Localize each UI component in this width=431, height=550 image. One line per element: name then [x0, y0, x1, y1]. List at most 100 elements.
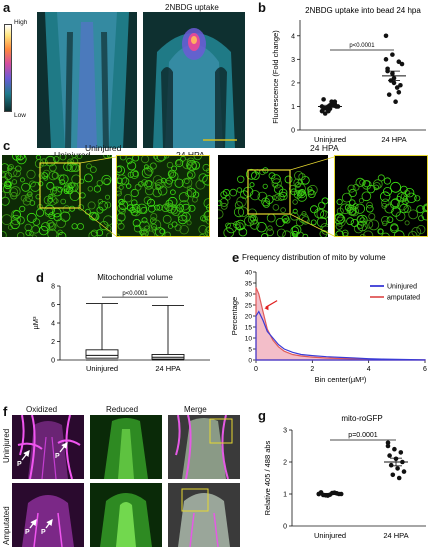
panel-letter-d: d	[36, 270, 44, 285]
panel-letter-g: g	[258, 408, 266, 423]
y-tick-label: 1	[291, 104, 295, 111]
data-point	[387, 453, 392, 458]
x-tick-label: 4	[367, 366, 371, 373]
data-point	[401, 469, 407, 474]
panel-letter-c: c	[3, 138, 11, 153]
panel-letter-e: e	[232, 250, 240, 265]
image-c-right-label: 24 HPA	[310, 143, 339, 153]
data-point	[396, 59, 402, 64]
y-tick-label: 0	[248, 358, 252, 365]
data-point	[383, 57, 389, 62]
chart-g: mito-roGFP 0 1 2 3 Relative 405 / 488 abs Unin…	[263, 414, 426, 540]
data-point	[399, 61, 405, 67]
y-tick-label: 35	[245, 281, 253, 288]
image-reduced-uninjured	[90, 415, 162, 479]
image-oxidized-amputated	[12, 483, 84, 547]
data-point	[396, 475, 402, 481]
data-point	[386, 92, 392, 97]
chart-e: Frequency distribution of mito by volume…	[230, 253, 427, 384]
image-2nbdg-uninjured	[37, 12, 137, 148]
data-point	[383, 33, 389, 39]
y-axis-label: Fluorescence (Fold change)	[271, 30, 280, 124]
data-point	[385, 440, 391, 446]
y-tick-label: 25	[245, 303, 253, 310]
data-point	[332, 99, 338, 105]
col-label-reduced: Reduced	[106, 405, 139, 414]
data-point	[385, 443, 391, 449]
chart-b: 2NBDG uptake into bead 24 hpa 0 1 2 3 4 Fluore…	[271, 6, 426, 144]
data-point	[390, 71, 395, 76]
marker-p: P	[55, 453, 60, 460]
col-label-merge: Merge	[184, 405, 207, 414]
data-point	[393, 99, 398, 105]
panel-letter-b: b	[258, 0, 266, 15]
image-mito-uninjured-zoom	[116, 155, 210, 237]
data-point	[385, 66, 390, 72]
chart-d: Mitochondrial volume 0 2 4 6 8 µM³ Uninjured 24 …	[31, 273, 210, 373]
data-point	[388, 462, 394, 468]
data-point	[390, 52, 395, 57]
data-point	[395, 466, 400, 471]
panel-letter-a: a	[3, 0, 11, 15]
x-tick-label: 0	[254, 366, 258, 373]
y-tick-label: 2	[283, 460, 287, 467]
col-label-oxidized: Oxidized	[26, 405, 58, 414]
chart-title: 2NBDG uptake into bead 24 hpa	[305, 6, 421, 15]
x-tick-label: 6	[423, 366, 427, 373]
image-reduced-amputated	[90, 483, 162, 547]
y-tick-label: 3	[283, 428, 287, 435]
chart-title: Frequency distribution of mito by volume	[242, 253, 386, 262]
image-oxidized-uninjured	[12, 415, 84, 479]
y-tick-label: 15	[245, 325, 253, 332]
y-tick-label: 4	[51, 321, 55, 328]
legend-label: amputated	[387, 295, 420, 302]
y-tick-label: 2	[291, 80, 295, 87]
x-tick-label: 24 HPA	[155, 364, 180, 373]
image-merge-uninjured	[168, 415, 240, 479]
data-point	[398, 82, 403, 88]
y-tick-label: 8	[51, 284, 55, 291]
colorbar-low-label: Low	[14, 112, 26, 119]
marker-p: P	[25, 529, 30, 536]
significance-label: p=0.0001	[348, 432, 377, 439]
image-merge-amputated	[168, 483, 240, 547]
marker-p: P	[17, 461, 22, 468]
marker-p: P	[41, 529, 46, 536]
x-tick-label: 24 HPA	[383, 531, 408, 540]
y-tick-label: 0	[291, 128, 295, 135]
image-2nbdg-24hpa	[143, 12, 245, 148]
y-axis-label: µM³	[31, 316, 40, 330]
x-tick-label: Uninjured	[86, 364, 118, 373]
y-tick-label: 30	[245, 292, 253, 299]
chart-title: mito-roGFP	[341, 414, 382, 423]
data-point	[392, 446, 397, 452]
data-point	[321, 97, 326, 102]
data-point	[321, 106, 326, 112]
box	[85, 349, 119, 359]
data-point	[390, 472, 396, 478]
x-tick-label: 2	[310, 366, 314, 373]
significance-label: p<0.0001	[349, 43, 375, 49]
y-tick-label: 40	[245, 270, 253, 277]
y-tick-label: 20	[245, 314, 253, 321]
y-tick-label: 5	[248, 347, 252, 354]
data-point	[396, 90, 402, 95]
data-point	[394, 85, 400, 90]
panel-a-title: 2NBDG uptake	[165, 3, 219, 12]
image-c-left-label: Uninjured	[85, 143, 122, 153]
row-label-amputated: Amputated	[2, 506, 11, 545]
y-axis-label: Relative 405 / 488 abs	[263, 440, 272, 515]
legend-label: Uninjured	[387, 284, 417, 291]
y-tick-label: 10	[245, 336, 253, 343]
y-tick-label: 0	[51, 358, 55, 365]
colorbar-high-label: High	[14, 19, 28, 26]
y-axis-label: Percentage	[230, 297, 239, 335]
x-tick-label: Uninjured	[314, 135, 346, 144]
panel-letter-f: f	[3, 404, 8, 419]
image-mito-uninjured	[2, 155, 112, 237]
y-tick-label: 4	[291, 33, 295, 40]
significance-label: p<0.0001	[122, 291, 148, 297]
y-tick-label: 0	[283, 524, 287, 531]
data-point	[398, 450, 404, 455]
colorbar	[4, 24, 12, 112]
